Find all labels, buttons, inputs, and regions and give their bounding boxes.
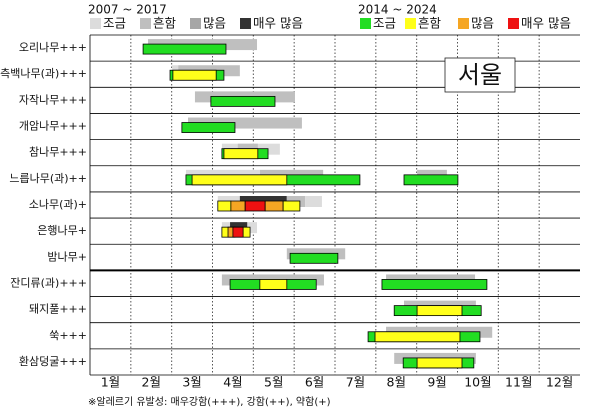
new-period-bar xyxy=(244,200,266,212)
row-label: 은행나무+ xyxy=(37,224,87,237)
x-tick-label: 8월 xyxy=(387,375,406,390)
new-period-bar xyxy=(403,174,459,186)
new-period-bar xyxy=(217,200,232,212)
new-period-bar xyxy=(232,226,244,238)
new-period-bar xyxy=(289,252,339,264)
new-period-bar xyxy=(223,148,259,160)
legend-swatch xyxy=(90,18,101,29)
x-tick-label: 4월 xyxy=(223,375,242,390)
x-tick-label: 9월 xyxy=(427,375,446,390)
legend-label: 많음 xyxy=(471,16,494,31)
x-tick-label: 6월 xyxy=(305,375,324,390)
legend-title: 2007 ~ 2017 xyxy=(88,3,167,17)
legend-label: 매우 많음 xyxy=(521,16,571,31)
new-period-bar xyxy=(181,122,236,133)
row-label: 밤나무+ xyxy=(47,250,87,263)
row-label: 참나무+++ xyxy=(29,146,87,159)
legend-swatch xyxy=(240,18,251,29)
legend-label: 흔함 xyxy=(153,16,177,31)
x-tick-label: 5월 xyxy=(264,375,283,390)
legend-label: 조금 xyxy=(103,16,126,31)
region-box xyxy=(444,57,516,93)
new-period-bar xyxy=(259,279,288,290)
legend-label: 많음 xyxy=(203,16,226,31)
footnote: ※알레르기 유발성: 매우강함(+++), 강함(++), 약함(+) xyxy=(88,396,331,408)
new-period-bar xyxy=(191,174,288,186)
legend-label: 조금 xyxy=(373,16,396,31)
old-period-bar xyxy=(188,117,302,129)
row-label: 개암나무+++ xyxy=(19,120,87,133)
x-tick-label: 7월 xyxy=(346,375,365,390)
row-label: 느릅나무(과)++ xyxy=(9,172,87,185)
legend-title: 2014 ~ 2024 xyxy=(358,3,437,17)
x-tick-label: 11월 xyxy=(505,375,532,390)
legend-swatch xyxy=(458,18,469,29)
row-label: 돼지풀+++ xyxy=(29,303,87,316)
new-period-bar xyxy=(142,43,227,55)
legend-swatch xyxy=(405,18,416,29)
new-period-bar xyxy=(264,200,284,212)
x-tick-label: 1월 xyxy=(101,375,120,390)
legend-label: 흔함 xyxy=(418,16,442,31)
new-period-bar xyxy=(230,200,246,212)
new-period-bar xyxy=(172,69,217,81)
row-label: 환삼덩굴+++ xyxy=(19,355,87,368)
row-label: 소나무(과)+ xyxy=(29,198,87,211)
region-label: 서울 xyxy=(458,61,502,89)
new-period-bar xyxy=(416,357,463,369)
row-label: 잔디류(과)+++ xyxy=(10,276,87,289)
new-period-bar xyxy=(282,200,301,212)
new-period-bar xyxy=(381,279,488,290)
new-period-bar xyxy=(416,305,463,317)
legend-swatch xyxy=(360,18,371,29)
new-period-bar xyxy=(374,331,461,343)
legend-swatch xyxy=(140,18,151,29)
x-tick-label: 2월 xyxy=(142,375,161,390)
row-label: 오리나무+++ xyxy=(19,41,87,54)
x-tick-label: 12월 xyxy=(546,375,573,390)
legend-swatch xyxy=(508,18,519,29)
row-label: 자작나무+++ xyxy=(19,93,87,106)
x-tick-label: 3월 xyxy=(182,375,201,390)
old-period-bar xyxy=(305,196,322,207)
row-label: 쑥+++ xyxy=(49,329,87,342)
legend-label: 매우 많음 xyxy=(253,16,303,31)
legend-swatch xyxy=(190,18,201,29)
x-tick-label: 10월 xyxy=(464,375,491,390)
new-period-bar xyxy=(210,95,276,107)
row-label: 측백나무(과)+++ xyxy=(0,67,87,80)
